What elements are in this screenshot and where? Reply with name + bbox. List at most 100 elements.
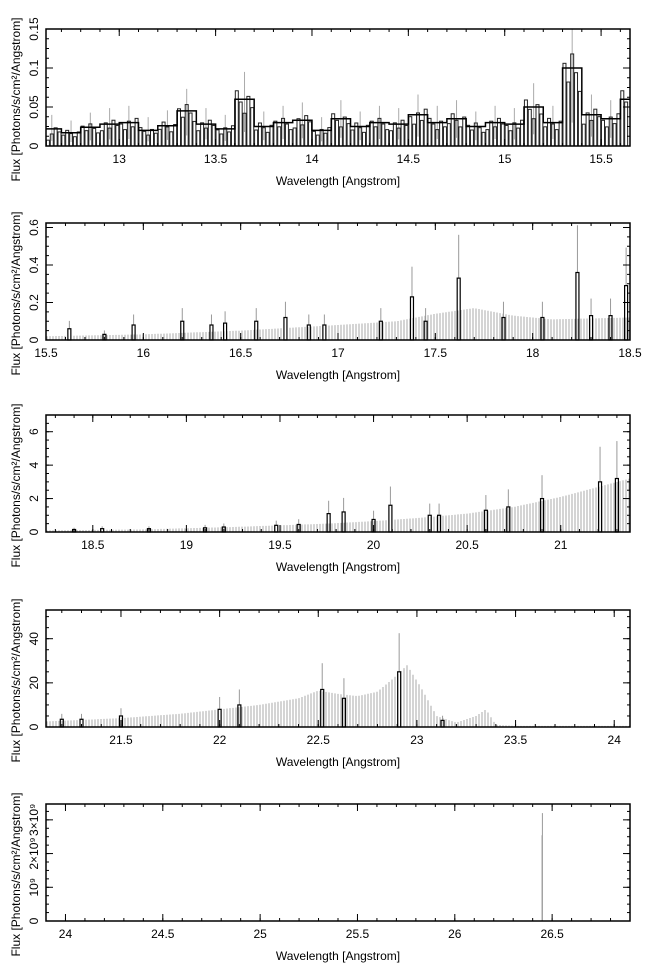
data-bar xyxy=(45,139,50,147)
data-bar xyxy=(577,90,582,147)
panel-1: 13 13.5 14 14.5 15 15.5 0 0.05 0.1 0.15 Wavelength… xyxy=(9,17,631,188)
data-bar xyxy=(76,131,81,147)
data-bar xyxy=(597,116,602,147)
x-tick-label: 17.5 xyxy=(424,346,448,360)
data-bar xyxy=(409,296,415,341)
data-bar xyxy=(123,129,128,147)
x-tick-label: 21 xyxy=(554,538,568,552)
x-tick-label: 18.5 xyxy=(618,346,642,360)
data-bar xyxy=(456,277,461,341)
data-bar xyxy=(369,120,374,147)
x-tick-label: 24 xyxy=(59,927,73,941)
data-bar xyxy=(273,120,278,147)
data-bar xyxy=(254,320,259,341)
data-bar xyxy=(527,108,532,147)
data-bar xyxy=(612,123,617,147)
panel-3: 18.5 19 19.5 20 20.5 21 0 2 4 6 Wavelength [Angstr… xyxy=(9,403,631,574)
data-bar xyxy=(601,119,606,147)
data-bar xyxy=(288,129,293,147)
x-axis-label: Wavelength [Angstrom] xyxy=(276,368,400,382)
data-bar xyxy=(362,131,367,147)
x-tick-label: 23.5 xyxy=(504,733,528,747)
data-bar xyxy=(188,112,193,147)
data-bar xyxy=(389,130,394,147)
data-bar xyxy=(436,514,442,533)
x-tick-label: 23 xyxy=(410,733,424,747)
data-bar xyxy=(211,124,216,147)
data-bar xyxy=(277,126,282,147)
y-tick-label: 20 xyxy=(27,676,41,690)
data-bar xyxy=(575,271,580,341)
data-bar xyxy=(412,123,417,147)
data-bar xyxy=(588,315,594,341)
data-step-line xyxy=(46,67,630,134)
x-tick-label: 16 xyxy=(137,346,151,360)
y-tick-label: 0.1 xyxy=(27,59,41,76)
x-tick-label: 13 xyxy=(113,152,127,166)
data-bar xyxy=(388,504,393,533)
data-bar xyxy=(423,320,428,341)
data-bar xyxy=(61,134,66,147)
x-axis-label: Wavelength [Angstrom] xyxy=(276,949,400,963)
data-bar xyxy=(404,124,409,147)
y-tick-label: 0.4 xyxy=(27,256,41,273)
data-bar xyxy=(419,119,424,147)
panel-2: 15.5 16 16.5 17 17.5 18 18.5 0 0.2 0.4 0.6 Waveleng… xyxy=(9,211,642,382)
data-bar xyxy=(209,324,214,341)
data-bar xyxy=(597,481,603,533)
panel-4: 21.5 22 22.5 23 23.5 24 0 20 40 Wavelength [Angst… xyxy=(9,598,631,769)
data-bar xyxy=(554,129,559,147)
y-tick-label: 6 xyxy=(27,428,41,435)
data-bar xyxy=(265,131,270,147)
data-bar xyxy=(516,127,521,147)
data-bar xyxy=(196,130,201,147)
data-bar xyxy=(381,123,386,147)
data-bar xyxy=(483,509,488,533)
data-bar xyxy=(581,123,586,147)
data-bar xyxy=(489,120,494,147)
x-tick-label: 19 xyxy=(180,538,194,552)
data-bar xyxy=(574,72,579,147)
x-tick-label: 25 xyxy=(253,927,267,941)
data-bar xyxy=(346,123,351,147)
y-tick-label: 0 xyxy=(27,528,41,535)
data-bar xyxy=(142,130,147,147)
x-tick-label: 26 xyxy=(448,927,462,941)
data-bar xyxy=(192,120,197,147)
y-axis-label: Flux [Photons/s/cm²/Angstrom] xyxy=(9,17,23,181)
x-tick-label: 20.5 xyxy=(455,538,479,552)
data-bar xyxy=(385,129,390,147)
data-bar xyxy=(103,122,108,147)
data-bar xyxy=(431,123,436,147)
data-bar xyxy=(458,126,463,147)
y-tick-label: 2×10⁹ xyxy=(27,837,41,869)
data-bar xyxy=(92,127,97,147)
data-bar xyxy=(292,127,297,147)
data-bar xyxy=(150,128,155,147)
data-bar xyxy=(250,107,255,147)
y-tick-label: 3×10⁹ xyxy=(27,804,41,836)
data-bar xyxy=(269,124,274,147)
data-bar xyxy=(96,132,101,147)
x-tick-label: 15 xyxy=(498,152,512,166)
x-tick-label: 15.5 xyxy=(34,346,58,360)
data-bar xyxy=(604,126,609,147)
y-tick-label: 0 xyxy=(27,723,41,730)
y-tick-label: 0.15 xyxy=(27,17,41,41)
y-tick-label: 0.05 xyxy=(27,95,41,119)
data-bar xyxy=(219,133,224,147)
x-tick-label: 24.5 xyxy=(151,927,175,941)
data-bar xyxy=(57,131,62,147)
data-bar xyxy=(99,130,104,147)
y-tick-label: 4 xyxy=(27,461,41,468)
data-bar xyxy=(169,131,174,147)
data-bar xyxy=(80,125,85,147)
y-tick-label: 0 xyxy=(27,142,41,149)
x-tick-label: 26.5 xyxy=(540,927,564,941)
data-bar xyxy=(624,101,629,147)
data-bar xyxy=(119,123,124,147)
data-bar xyxy=(466,124,471,147)
data-bar xyxy=(335,119,340,147)
x-tick-label: 18 xyxy=(526,346,540,360)
